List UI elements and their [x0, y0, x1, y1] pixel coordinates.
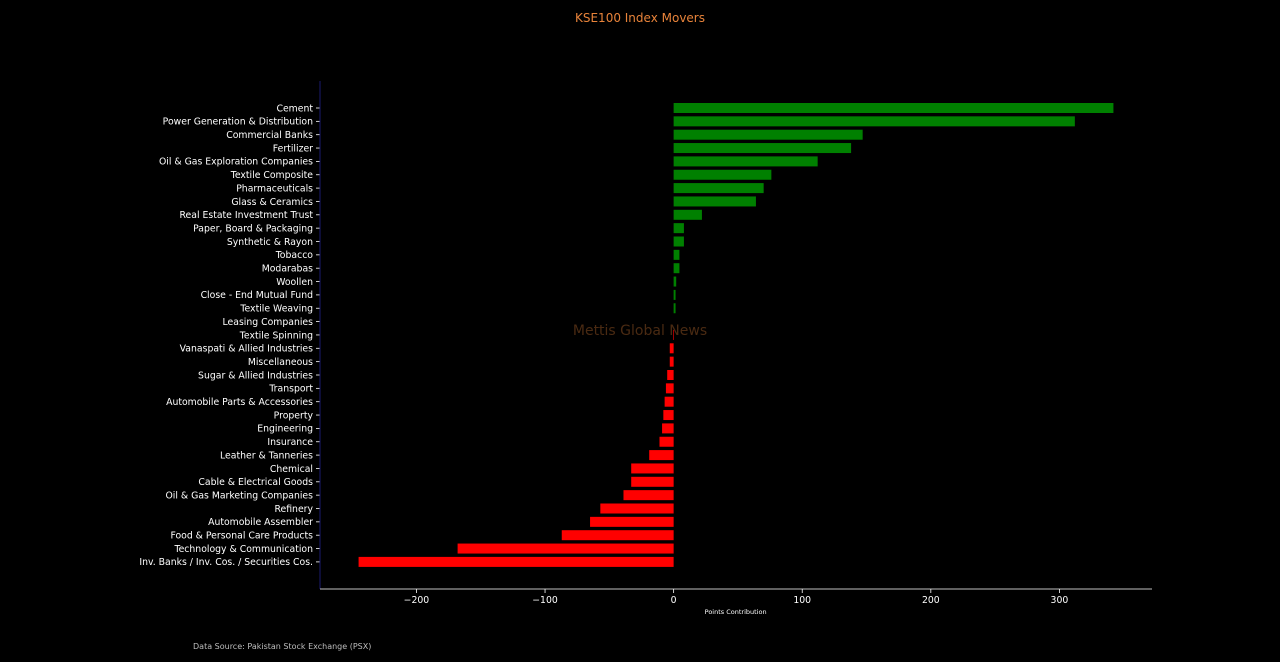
category-label: Real Estate Investment Trust — [179, 210, 313, 221]
category-label: Cement — [276, 103, 313, 114]
bar — [631, 476, 674, 487]
bar — [667, 370, 674, 380]
bar — [673, 223, 684, 234]
bar — [561, 530, 674, 541]
category-label: Engineering — [257, 424, 313, 435]
category-label: Textile Weaving — [239, 304, 313, 315]
category-label: Inv. Banks / Inv. Cos. / Securities Cos. — [139, 557, 313, 568]
category-labels-group: Cement Power Generation & Distribution Com… — [139, 103, 320, 568]
category-label: Oil & Gas Marketing Companies — [165, 490, 313, 501]
category-label: Textile Spinning — [239, 330, 313, 341]
category-label: Sugar & Allied Industries — [198, 370, 313, 381]
bar — [673, 249, 680, 260]
bar — [590, 516, 674, 527]
bar — [631, 463, 674, 474]
bar — [673, 263, 680, 274]
x-tick-label: 300 — [1051, 595, 1069, 606]
bar — [663, 410, 674, 421]
x-tick-label: −100 — [532, 595, 558, 606]
category-label: Refinery — [274, 504, 313, 515]
x-tick-label: −200 — [404, 595, 430, 606]
category-label: Woollen — [276, 277, 313, 288]
x-ticks-group: −200 −100 0 100 200 300 — [404, 589, 1069, 606]
category-label: Leather & Tanneries — [220, 450, 313, 461]
category-label: Automobile Assembler — [208, 517, 313, 528]
category-label: Glass & Ceramics — [231, 197, 313, 208]
x-axis-label: Points Contribution — [705, 608, 767, 616]
category-label: Property — [274, 410, 314, 421]
category-label: Leasing Companies — [223, 317, 314, 328]
category-label: Modarabas — [262, 264, 313, 275]
bar — [669, 356, 674, 367]
bar — [669, 343, 674, 354]
category-label: Power Generation & Distribution — [163, 117, 313, 128]
source-note: Data Source: Pakistan Stock Exchange (PS… — [193, 642, 372, 651]
category-label: Synthetic & Rayon — [227, 237, 313, 248]
bar — [673, 156, 818, 167]
bar — [358, 556, 674, 567]
bar — [662, 423, 674, 434]
bar — [672, 329, 674, 340]
bar — [673, 129, 863, 140]
category-label: Transport — [268, 384, 313, 395]
x-tick-label: 0 — [671, 595, 677, 606]
bar — [673, 276, 677, 287]
bar — [623, 490, 674, 501]
bar — [665, 383, 674, 394]
category-label: Textile Composite — [230, 170, 314, 181]
category-label: Cable & Electrical Goods — [198, 477, 313, 488]
bar — [673, 103, 1114, 113]
bar — [673, 196, 756, 207]
category-label: Insurance — [267, 437, 313, 448]
category-label: Tobacco — [275, 250, 314, 261]
bar — [673, 116, 1075, 127]
category-label: Automobile Parts & Accessories — [166, 397, 313, 408]
bar — [673, 143, 852, 154]
category-label: Chemical — [270, 464, 313, 475]
bar — [659, 436, 674, 447]
bar — [649, 450, 674, 461]
bar — [673, 303, 676, 314]
category-label: Food & Personal Care Products — [170, 531, 313, 542]
bars-group — [358, 103, 1114, 567]
category-label: Fertilizer — [273, 143, 313, 154]
bar — [673, 209, 702, 220]
chart-title: KSE100 Index Movers — [574, 11, 705, 25]
watermark: Mettis Global News — [573, 323, 707, 339]
x-tick-label: 200 — [922, 595, 940, 606]
x-tick-label: 100 — [793, 595, 811, 606]
category-label: Miscellaneous — [248, 357, 313, 368]
category-label: Close - End Mutual Fund — [201, 290, 314, 301]
bar — [673, 289, 676, 300]
bar — [457, 543, 674, 554]
category-label: Oil & Gas Exploration Companies — [159, 157, 313, 168]
category-label: Paper, Board & Packaging — [193, 223, 313, 234]
category-label: Pharmaceuticals — [236, 183, 313, 194]
category-label: Technology & Communication — [173, 544, 313, 555]
category-label: Vanaspati & Allied Industries — [180, 344, 313, 355]
bar — [673, 169, 772, 180]
bar — [673, 236, 684, 247]
bar — [664, 396, 674, 407]
bar — [600, 503, 674, 514]
bar — [673, 183, 764, 194]
category-label: Commercial Banks — [226, 130, 313, 141]
